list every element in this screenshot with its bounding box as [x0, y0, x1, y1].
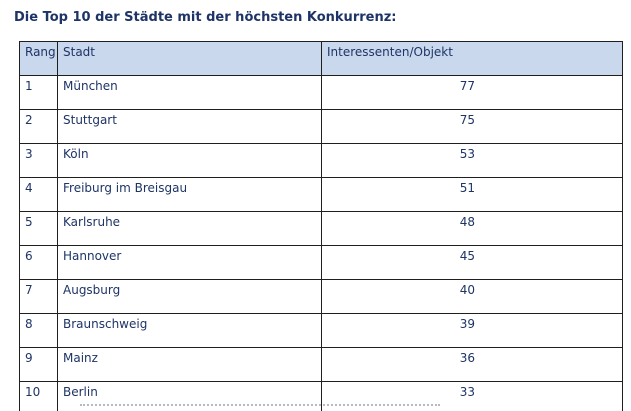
cell-rank: 8	[19, 313, 58, 348]
table-row: 3 Köln 53	[19, 143, 623, 178]
cell-rank: 6	[19, 245, 58, 280]
cell-value: 53	[321, 143, 623, 178]
cell-rank: 10	[19, 381, 58, 411]
cut-off-text-line	[80, 404, 440, 410]
cell-rank: 9	[19, 347, 58, 382]
cell-value-text: 39	[459, 317, 475, 331]
cell-rank: 4	[19, 177, 58, 212]
cell-city: Braunschweig	[57, 313, 322, 348]
table-row: 6 Hannover 45	[19, 245, 623, 280]
cell-value: 40	[321, 279, 623, 314]
cell-rank: 5	[19, 211, 58, 246]
cell-value: 48	[321, 211, 623, 246]
header-rank: Rang	[19, 41, 58, 76]
cell-city: Freiburg im Breisgau	[57, 177, 322, 212]
header-value: Interessenten/Objekt	[321, 41, 623, 76]
cell-city: Mainz	[57, 347, 322, 382]
cell-city: Karlsruhe	[57, 211, 322, 246]
city-ranking-table: Rang Stadt Interessenten/Objekt 1 Münche…	[19, 41, 623, 411]
cell-value-text: 36	[459, 351, 475, 365]
cell-city: München	[57, 75, 322, 110]
cell-city: Stuttgart	[57, 109, 322, 144]
table-row: 10 Berlin 33	[19, 381, 623, 411]
page-title: Die Top 10 der Städte mit der höchsten K…	[14, 10, 397, 25]
cell-city: Berlin	[57, 381, 322, 411]
cell-value: 75	[321, 109, 623, 144]
table-header-row: Rang Stadt Interessenten/Objekt	[19, 41, 623, 76]
cell-rank: 2	[19, 109, 58, 144]
cell-value: 51	[321, 177, 623, 212]
cell-value: 36	[321, 347, 623, 382]
cell-value-text: 33	[459, 385, 475, 399]
cell-value-text: 53	[459, 147, 475, 161]
table-row: 1 München 77	[19, 75, 623, 110]
cell-rank: 1	[19, 75, 58, 110]
cell-value: 77	[321, 75, 623, 110]
cell-value-text: 51	[459, 181, 475, 195]
cell-city: Augsburg	[57, 279, 322, 314]
cell-value-text: 77	[459, 79, 475, 93]
table-row: 2 Stuttgart 75	[19, 109, 623, 144]
table-row: 8 Braunschweig 39	[19, 313, 623, 348]
cell-rank: 3	[19, 143, 58, 178]
cell-value-text: 40	[459, 283, 475, 297]
table-body: 1 München 77 2 Stuttgart 75 3 Köln 53 4 …	[19, 75, 623, 411]
cell-city: Köln	[57, 143, 322, 178]
cell-value: 45	[321, 245, 623, 280]
cell-value-text: 75	[459, 113, 475, 127]
table-row: 5 Karlsruhe 48	[19, 211, 623, 246]
header-city: Stadt	[57, 41, 322, 76]
cell-value-text: 48	[459, 215, 475, 229]
cell-value: 33	[321, 381, 623, 411]
cell-value-text: 45	[459, 249, 475, 263]
cell-rank: 7	[19, 279, 58, 314]
table-row: 7 Augsburg 40	[19, 279, 623, 314]
table-row: 4 Freiburg im Breisgau 51	[19, 177, 623, 212]
cell-value: 39	[321, 313, 623, 348]
cell-city: Hannover	[57, 245, 322, 280]
table-row: 9 Mainz 36	[19, 347, 623, 382]
